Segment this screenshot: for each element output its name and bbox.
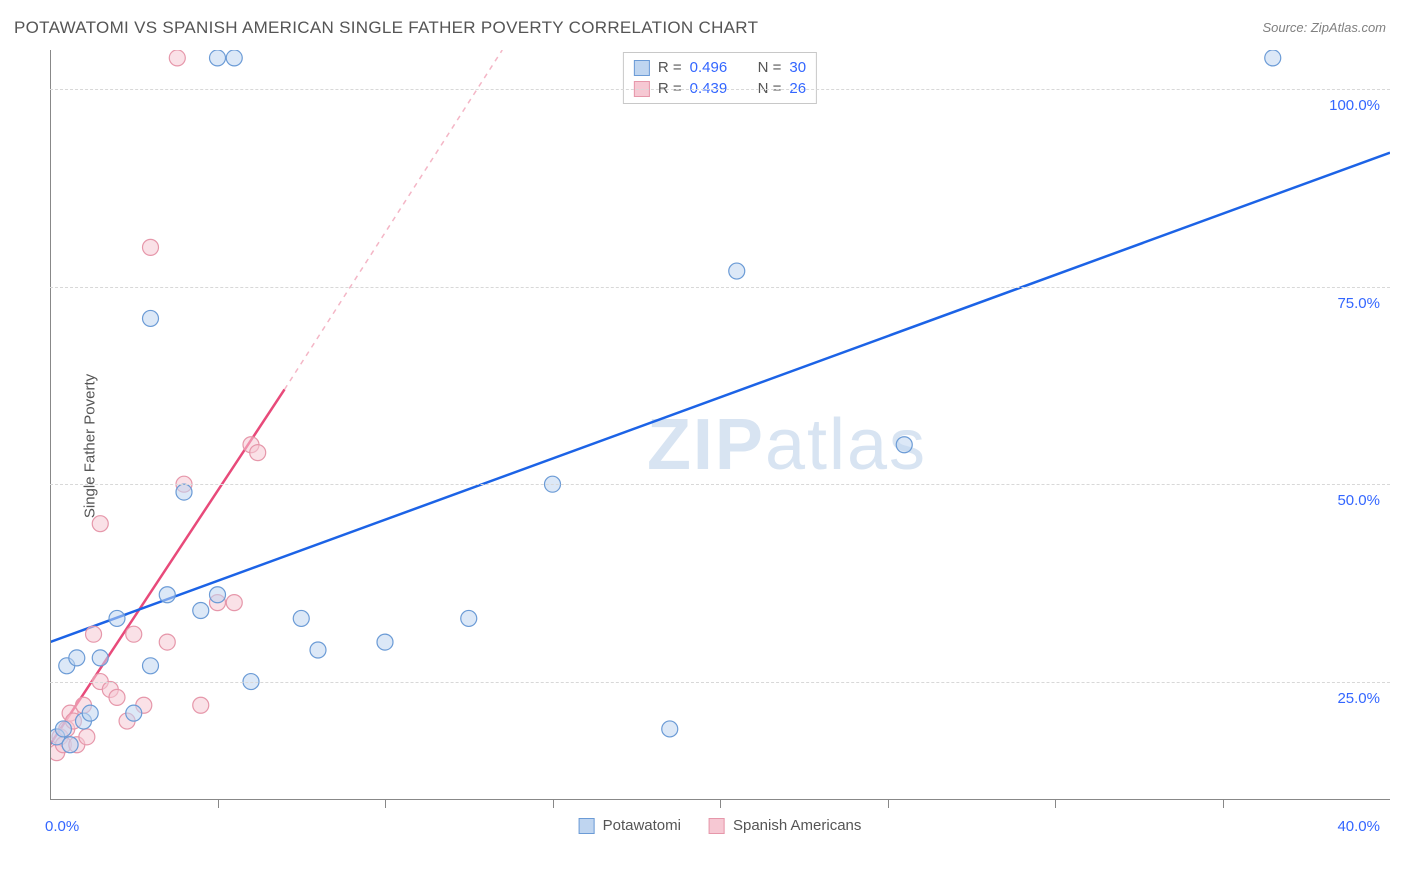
scatter-point xyxy=(226,50,242,66)
scatter-point xyxy=(109,689,125,705)
scatter-point xyxy=(377,634,393,650)
legend-n-label: N = xyxy=(758,59,782,76)
x-tick xyxy=(218,800,219,808)
scatter-point xyxy=(729,263,745,279)
y-tick-label: 75.0% xyxy=(1337,295,1380,312)
legend-row-series-0: R = 0.496 N = 30 xyxy=(634,57,806,78)
scatter-point xyxy=(662,721,678,737)
legend-item-1: Spanish Americans xyxy=(709,817,861,834)
scatter-point xyxy=(293,610,309,626)
scatter-point xyxy=(86,626,102,642)
scatter-point xyxy=(159,587,175,603)
scatter-point xyxy=(210,50,226,66)
x-origin-label: 0.0% xyxy=(45,818,79,835)
scatter-point xyxy=(226,595,242,611)
chart-container: POTAWATOMI VS SPANISH AMERICAN SINGLE FA… xyxy=(0,0,1406,892)
scatter-point xyxy=(1265,50,1281,66)
plot-area: ZIPatlas 0.0% 40.0% R = 0.496 N = 30 R =… xyxy=(50,50,1390,840)
y-tick-label: 25.0% xyxy=(1337,690,1380,707)
scatter-point xyxy=(169,50,185,66)
chart-svg xyxy=(50,50,1390,840)
scatter-point xyxy=(193,603,209,619)
y-tick-label: 50.0% xyxy=(1337,492,1380,509)
legend-r-label: R = xyxy=(658,59,682,76)
scatter-point xyxy=(210,587,226,603)
x-tick xyxy=(1055,800,1056,808)
y-axis-line xyxy=(50,50,51,800)
grid-line xyxy=(50,484,1390,485)
legend-label-0: Potawatomi xyxy=(603,817,681,834)
scatter-point xyxy=(250,445,266,461)
scatter-point xyxy=(79,729,95,745)
scatter-point xyxy=(193,697,209,713)
y-tick-label: 100.0% xyxy=(1329,97,1380,114)
grid-line xyxy=(50,287,1390,288)
scatter-point xyxy=(176,484,192,500)
source-attribution: Source: ZipAtlas.com xyxy=(1262,20,1386,35)
legend-swatch-bottom-0 xyxy=(579,818,595,834)
scatter-point xyxy=(92,516,108,532)
x-max-label: 40.0% xyxy=(1337,818,1380,835)
x-tick xyxy=(553,800,554,808)
scatter-point xyxy=(92,650,108,666)
scatter-point xyxy=(461,610,477,626)
scatter-point xyxy=(69,650,85,666)
legend-label-1: Spanish Americans xyxy=(733,817,861,834)
x-tick xyxy=(888,800,889,808)
scatter-point xyxy=(62,737,78,753)
legend-r-value-0: 0.496 xyxy=(690,59,740,76)
scatter-point xyxy=(126,705,142,721)
scatter-point xyxy=(310,642,326,658)
x-tick xyxy=(720,800,721,808)
legend-item-0: Potawatomi xyxy=(579,817,681,834)
x-tick xyxy=(1223,800,1224,808)
scatter-point xyxy=(109,610,125,626)
scatter-point xyxy=(143,658,159,674)
scatter-point xyxy=(126,626,142,642)
legend-n-value-0: 30 xyxy=(789,59,806,76)
scatter-point xyxy=(143,310,159,326)
scatter-point xyxy=(55,721,71,737)
scatter-point xyxy=(82,705,98,721)
chart-title: POTAWATOMI VS SPANISH AMERICAN SINGLE FA… xyxy=(14,18,758,38)
legend-series: Potawatomi Spanish Americans xyxy=(579,817,862,834)
grid-line xyxy=(50,89,1390,90)
legend-swatch-series-0 xyxy=(634,60,650,76)
scatter-point xyxy=(143,239,159,255)
legend-correlation: R = 0.496 N = 30 R = 0.439 N = 26 xyxy=(623,52,817,104)
legend-swatch-bottom-1 xyxy=(709,818,725,834)
scatter-point xyxy=(896,437,912,453)
scatter-point xyxy=(159,634,175,650)
grid-line xyxy=(50,682,1390,683)
x-tick xyxy=(385,800,386,808)
